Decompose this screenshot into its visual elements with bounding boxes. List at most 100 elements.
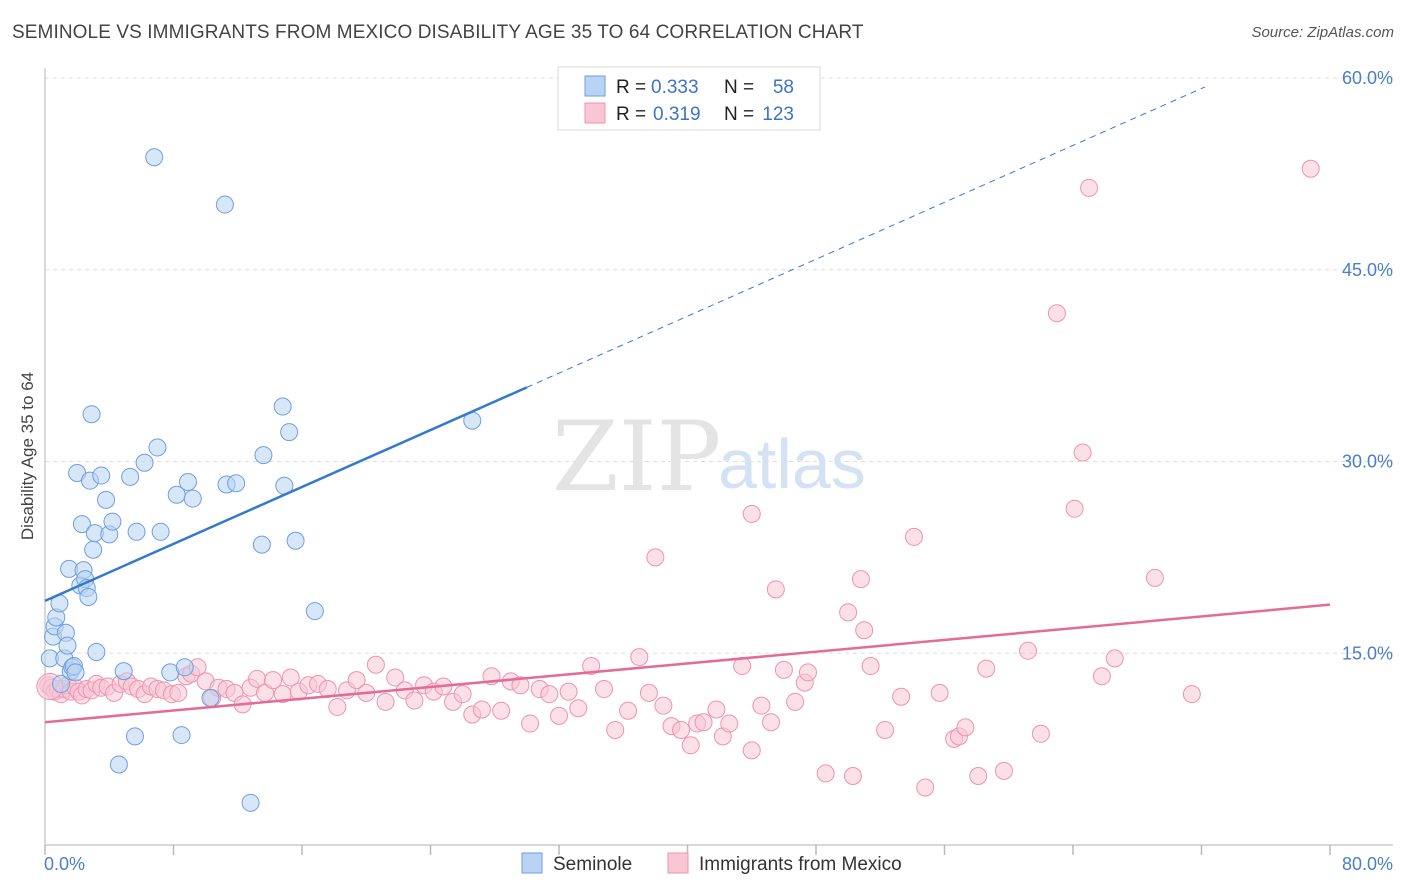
seminole-point <box>52 674 71 693</box>
mexico-point <box>956 718 975 737</box>
seminole-point <box>241 793 260 812</box>
seminole-point <box>273 397 292 416</box>
y-tick-label: 15.0% <box>1342 643 1393 663</box>
mexico-point <box>816 764 835 783</box>
seminole-point <box>109 755 128 774</box>
source-label: Source: ZipAtlas.com <box>1251 24 1394 41</box>
seminole-point <box>97 490 116 509</box>
legend-r-label-seminole: R = <box>616 77 646 98</box>
mexico-point <box>930 683 949 702</box>
mexico-point <box>766 580 785 599</box>
mexico-point <box>694 713 713 732</box>
mexico-point <box>786 692 805 711</box>
mexico-point <box>1105 649 1124 668</box>
mexico-point <box>405 691 424 710</box>
seminole-point <box>66 663 85 682</box>
grid-lines <box>45 77 1393 654</box>
seminole-point <box>252 535 271 554</box>
x-ticks <box>44 845 1331 855</box>
legend-r-label-mexico: R = <box>616 104 646 125</box>
bottom-legend-swatch-mexico <box>667 852 689 874</box>
mexico-point <box>646 548 665 567</box>
y-tick-label: 60.0% <box>1342 68 1393 88</box>
seminole-point <box>135 453 154 472</box>
mexico-point <box>550 706 568 725</box>
y-axis-label: Disability Age 35 to 64 <box>18 372 37 540</box>
mexico-point <box>606 720 625 739</box>
legend-n-label-seminole: N = <box>724 77 754 98</box>
seminole-point <box>103 512 122 531</box>
bottom-legend-swatch-seminole <box>521 852 543 874</box>
mexico-point <box>904 527 923 546</box>
seminole-trend-extension <box>526 86 1206 388</box>
mexico-point <box>681 736 700 755</box>
mexico-point <box>1092 667 1111 686</box>
mexico-point <box>1019 641 1038 660</box>
bottom-legend-mexico: Immigrants from Mexico <box>699 854 902 875</box>
mexico-point <box>347 671 366 690</box>
seminole-point <box>183 489 202 508</box>
mexico-point <box>855 621 874 640</box>
mexico-point <box>540 685 559 704</box>
mexico-point <box>639 683 658 702</box>
legend-swatch-seminole <box>584 75 606 97</box>
mexico-point <box>619 701 638 720</box>
mexico-point <box>916 778 935 797</box>
series-immigrants-from-mexico <box>36 159 1320 797</box>
mexico-point <box>582 657 601 676</box>
mexico-point <box>1301 159 1320 178</box>
mexico-point <box>521 714 540 733</box>
seminole-point <box>82 405 101 424</box>
y-tick-labels: 15.0% 30.0% 45.0% 60.0% <box>1342 68 1393 663</box>
mexico-point <box>1080 178 1099 197</box>
legend-r-value-seminole: 0.333 <box>651 77 699 98</box>
seminole-point <box>172 726 191 745</box>
seminole-trend-line <box>44 386 528 602</box>
mexico-point <box>594 680 613 699</box>
mexico-point <box>630 648 649 667</box>
seminole-point <box>125 727 144 746</box>
y-tick-label: 30.0% <box>1342 452 1393 472</box>
seminole-point <box>227 474 246 493</box>
y-tick-label: 45.0% <box>1342 260 1393 280</box>
mexico-point <box>386 668 405 687</box>
legend-swatch-mexico <box>584 102 606 124</box>
legend-n-label-mexico: N = <box>724 104 754 125</box>
mexico-point <box>1047 304 1066 323</box>
mexico-point <box>839 603 858 622</box>
mexico-point <box>672 720 691 739</box>
seminole-point <box>92 466 111 485</box>
seminole-point <box>280 423 299 442</box>
mexico-point <box>1073 443 1092 462</box>
seminole-point <box>127 522 146 541</box>
legend-n-value-seminole: 58 <box>773 77 794 98</box>
legend-n-value-mexico: 123 <box>762 104 794 125</box>
mexico-point <box>569 699 588 718</box>
mexico-point <box>453 685 472 704</box>
trend-lines <box>44 86 1331 724</box>
mexico-point <box>264 671 283 690</box>
mexico-point <box>1065 499 1084 518</box>
mexico-point <box>366 655 385 674</box>
seminole-point <box>148 438 167 457</box>
mexico-point <box>742 504 761 523</box>
axes <box>44 68 1393 846</box>
seminole-point <box>145 148 164 167</box>
seminole-point <box>58 636 77 655</box>
mexico-point <box>376 692 395 711</box>
watermark-zip: ZIP <box>552 401 721 513</box>
seminole-point <box>114 662 133 681</box>
mexico-point <box>861 657 880 676</box>
mexico-point <box>798 663 817 682</box>
mexico-point <box>281 668 300 687</box>
seminole-point <box>254 446 273 465</box>
seminole-point <box>215 195 234 214</box>
bottom-legend-seminole: Seminole <box>553 854 632 875</box>
seminole-point <box>201 688 220 707</box>
chart-title: SEMINOLE VS IMMIGRANTS FROM MEXICO DISAB… <box>12 22 864 43</box>
mexico-point <box>1145 568 1164 587</box>
mexico-point <box>707 700 726 719</box>
mexico-point <box>969 766 988 785</box>
seminole-point <box>305 602 324 621</box>
